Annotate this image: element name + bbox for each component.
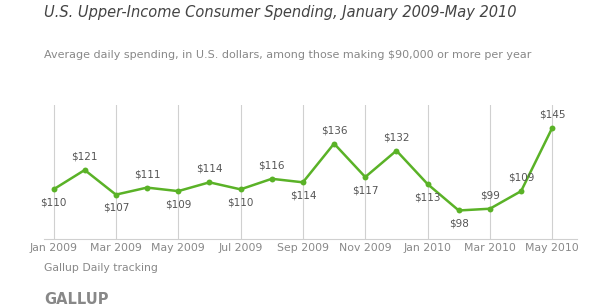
Text: $145: $145 (539, 109, 565, 119)
Point (143, 185, 152, 190)
Point (111, 192, 121, 197)
Point (329, 141, 339, 146)
Point (204, 180, 214, 185)
Text: $109: $109 (508, 173, 534, 183)
Point (80, 168, 90, 172)
Point (485, 206, 495, 211)
Point (298, 180, 307, 185)
Text: Average daily spending, in U.S. dollars, among those making $90,000 or more per : Average daily spending, in U.S. dollars,… (44, 50, 531, 60)
Text: $132: $132 (383, 132, 410, 142)
Text: $117: $117 (352, 185, 379, 195)
Text: GALLUP: GALLUP (44, 292, 109, 304)
Text: $116: $116 (259, 161, 285, 171)
Text: $109: $109 (165, 199, 191, 209)
Point (267, 176, 276, 181)
Text: $114: $114 (290, 191, 316, 201)
Point (517, 189, 526, 194)
Text: $110: $110 (227, 198, 254, 208)
Point (454, 208, 464, 213)
Text: $121: $121 (71, 152, 98, 162)
Point (423, 182, 432, 187)
Text: $113: $113 (414, 192, 441, 202)
Point (236, 187, 245, 192)
Text: U.S. Upper-Income Consumer Spending, January 2009-May 2010: U.S. Upper-Income Consumer Spending, Jan… (44, 5, 517, 19)
Text: Gallup Daily tracking: Gallup Daily tracking (44, 263, 158, 273)
Text: $107: $107 (102, 203, 129, 213)
Point (392, 148, 401, 153)
Point (49, 187, 58, 192)
Point (360, 174, 370, 179)
Point (548, 125, 557, 130)
Text: $99: $99 (480, 190, 500, 200)
Text: $98: $98 (449, 219, 469, 229)
Text: $136: $136 (321, 125, 348, 135)
Text: $114: $114 (196, 164, 223, 174)
Text: $111: $111 (134, 169, 160, 179)
Text: $110: $110 (40, 198, 67, 208)
Point (174, 189, 183, 194)
